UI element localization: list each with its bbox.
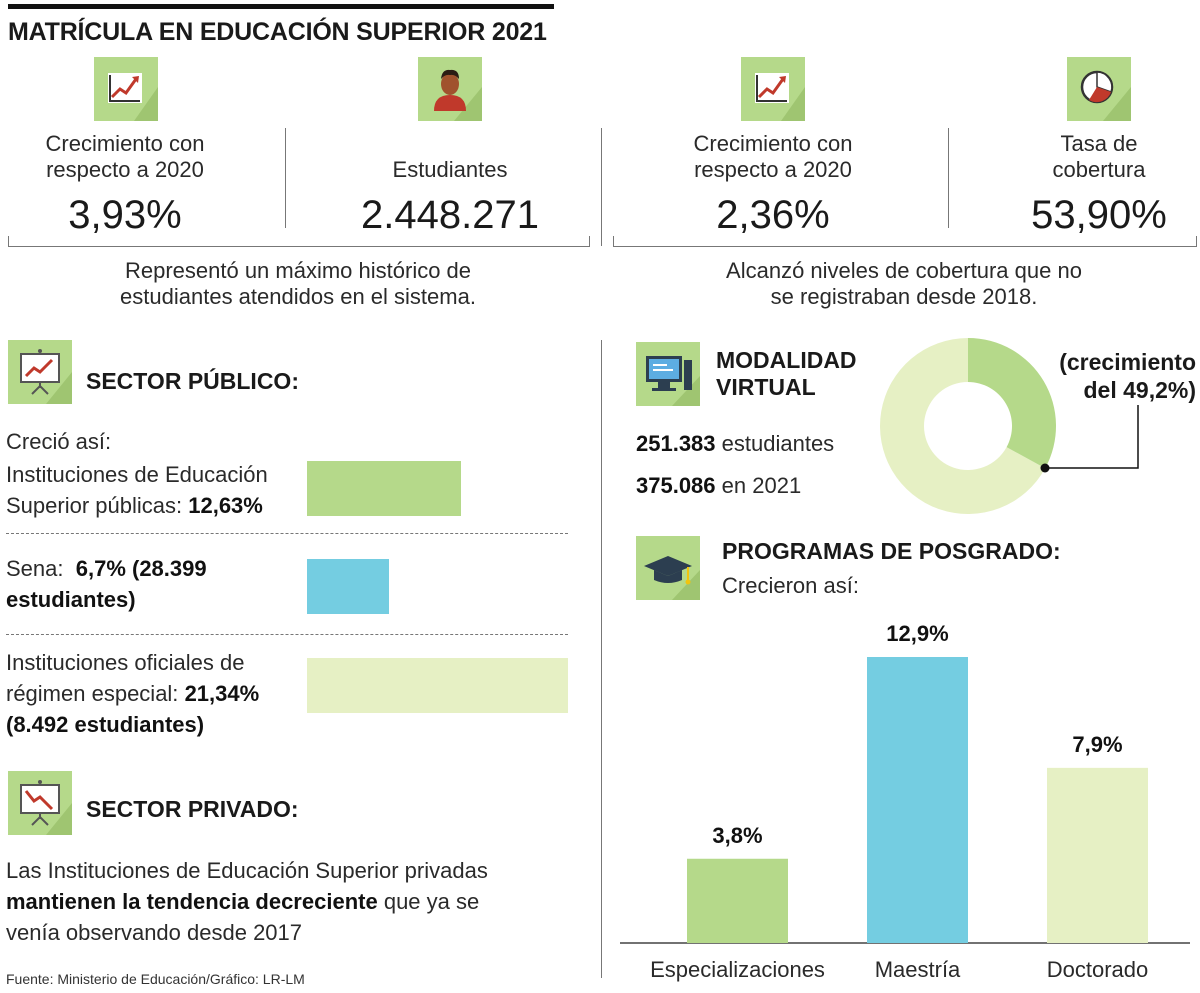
section-intro: Creció así: — [6, 429, 112, 454]
stat-value: 2.448.271 — [361, 193, 539, 237]
bracket — [8, 236, 590, 247]
presentation-growth-icon — [8, 340, 72, 404]
category-label: Especializaciones — [650, 957, 825, 982]
page-title: MATRÍCULA EN EDUCACIÓN SUPERIOR 2021 — [8, 18, 547, 46]
donut-segment-growth — [968, 338, 1056, 469]
section-heading: SECTOR PÚBLICO: — [86, 368, 299, 394]
bar-value-label: 12,9% — [886, 621, 948, 646]
private-text: Las Instituciones de Educación Superior … — [6, 858, 488, 945]
divider — [601, 340, 602, 978]
stat-label: Crecimiento con respecto a 2020 — [45, 131, 205, 182]
stat-value: 2,36% — [716, 193, 830, 237]
divider — [601, 128, 602, 246]
chart-growth-icon — [741, 57, 805, 121]
public-item-text: Instituciones de Educación Superior públ… — [6, 462, 268, 518]
note-left: Representó un máximo histórico de estudi… — [120, 258, 476, 309]
bar-maestría — [867, 657, 968, 943]
posgrado-bar-chart: 3,8% Especializaciones 12,9% Maestría 7,9% Do… — [620, 621, 1190, 982]
category-label: Doctorado — [1047, 957, 1149, 982]
callout-dot — [1040, 463, 1050, 473]
student-icon — [418, 57, 482, 121]
public-bar-ies — [307, 461, 462, 516]
section-heading: SECTOR PRIVADO: — [86, 796, 299, 822]
donut-segment-before — [880, 338, 1046, 514]
note-right: Alcanzó niveles de cobertura que no se r… — [726, 258, 1082, 309]
section-intro: Crecieron así: — [722, 573, 859, 598]
public-bar-sena — [307, 559, 389, 614]
stat-value: 3,93% — [68, 193, 182, 237]
divider — [285, 128, 286, 228]
virtual-donut — [880, 338, 1139, 514]
title-rule — [8, 4, 554, 9]
stat-label: Estudiantes — [392, 157, 508, 182]
stat-label: Crecimiento con respecto a 2020 — [693, 131, 853, 182]
divider — [948, 128, 949, 228]
bar-value-label: 3,8% — [712, 823, 762, 848]
bracket — [613, 236, 1197, 247]
bar-doctorado — [1047, 767, 1148, 943]
dashed-divider — [6, 634, 568, 635]
source-note: Fuente: Ministerio de Educación/Gráfico:… — [6, 971, 305, 987]
public-item-text: Sena: 6,7% (28.399 estudiantes) — [6, 556, 207, 612]
stat-label: Tasa de cobertura — [1052, 131, 1146, 182]
bar-value-label: 7,9% — [1072, 732, 1122, 757]
category-label: Maestría — [875, 957, 961, 982]
presentation-decline-icon — [8, 771, 72, 835]
section-heading: MODALIDAD VIRTUAL — [716, 347, 857, 400]
virtual-2021: 375.086 en 2021 — [636, 473, 802, 498]
computer-icon — [636, 342, 700, 406]
graduation-cap-icon — [636, 536, 700, 600]
donut-callout: (crecimiento del 49,2%) — [1059, 349, 1196, 403]
public-bar-especial — [307, 658, 568, 713]
bar-especializaciones — [687, 858, 788, 943]
virtual-students: 251.383 estudiantes — [636, 431, 835, 456]
stat-value: 53,90% — [1031, 193, 1167, 237]
section-heading: PROGRAMAS DE POSGRADO: — [722, 538, 1061, 564]
chart-growth-icon — [94, 57, 158, 121]
callout-line — [1045, 405, 1139, 469]
public-item-text: Instituciones oficiales de régimen espec… — [6, 650, 260, 737]
pie-icon — [1067, 57, 1131, 121]
dashed-divider — [6, 533, 568, 534]
